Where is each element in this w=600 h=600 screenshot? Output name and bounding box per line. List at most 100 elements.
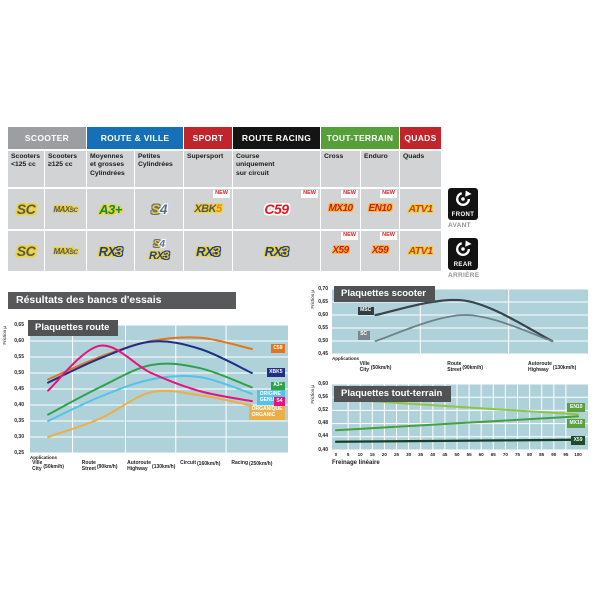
new-badge: NEW [341, 190, 358, 198]
rear-sublabel: ARRIÈRE [448, 272, 480, 279]
y-tick-label: 0,55 [318, 324, 328, 331]
x-tick-label: 25 [393, 452, 400, 457]
y-tick-label: 0,56 [318, 393, 328, 400]
chart-title: Plaquettes scooter [334, 286, 435, 302]
y-tick-label: 0,40 [14, 401, 24, 408]
compound-rear-rx3: RX 3 [184, 231, 232, 271]
en10-logo: EN10 [368, 203, 392, 214]
compound-rear-rx3: RX 3 [233, 231, 320, 271]
subheader-scooters-small: Scooters <125 cc [8, 151, 44, 187]
rear-badge: REAR ARRIÈRE [448, 238, 482, 279]
y-tick-label: 0,70 [318, 285, 328, 292]
y-tick-label: 0,52 [318, 406, 328, 413]
category-header-scooter: SCOOTER [8, 127, 86, 149]
x-tick-label: Ville City (50km/h) [32, 460, 64, 472]
x-tick-label: 100 [574, 452, 582, 457]
subheader-enduro: Enduro [361, 151, 399, 187]
y-tick-label: 0,55 [14, 353, 24, 360]
compound-front-maxi-sc: MAXI SC [45, 189, 86, 229]
x-tick-label: Ville City (50km/h) [359, 361, 392, 373]
y-tick-label: 0,40 [318, 446, 328, 453]
x-axis-label: Applications [332, 356, 360, 361]
new-badge: NEW [341, 232, 358, 240]
y-tick-label: 0,45 [14, 385, 24, 392]
x-tick-label: 5 [346, 452, 350, 457]
rx3-logo: RX [98, 243, 117, 259]
x-axis-label: Applications [30, 455, 58, 460]
compound-front-c59: NEW C59 [233, 189, 320, 229]
compound-rear-atv1: ATV1 [400, 231, 441, 271]
x-tick-label: 40 [430, 452, 436, 457]
xbk5-logo: XBK [194, 202, 217, 215]
x-tick-label: Autoroute Highway (130km/h) [528, 361, 577, 373]
new-badge: NEW [380, 232, 397, 240]
front-sublabel: AVANT [448, 222, 471, 229]
scooter-pads-chart: Friction µ 0,70 0,65 0,60 0,55 0,50 0,45 Plaq… [310, 283, 600, 378]
x-tick-label: Racing (250km/h) [231, 460, 273, 467]
y-tick-label: 0,25 [14, 449, 24, 456]
x-tick-label: 90 [551, 452, 557, 457]
x-tick-label: 95 [563, 452, 569, 457]
compound-rear-maxi-sc: MAXI SC [45, 231, 86, 271]
y-tick-label: 0,45 [318, 350, 328, 357]
x-tick-label: 65 [490, 452, 496, 457]
x-tick-label: 70 [502, 452, 508, 457]
category-header-route-ville: ROUTE & VILLE [87, 127, 183, 149]
compound-table: SCOOTER ROUTE & VILLE SPORT ROUTE RACING… [8, 127, 441, 271]
a3plus-logo: A3+ [99, 201, 122, 217]
category-header-sport: SPORT [184, 127, 232, 149]
rx3-logo: RX [264, 243, 283, 259]
mx10-logo: MX10 [328, 203, 353, 214]
subheader-moyennes: Moyennes et grosses Cylindrées [87, 151, 134, 187]
x-tick-label: 10 [357, 452, 363, 457]
compound-rear-x59-enduro: NEW X59 [361, 231, 399, 271]
rx3-logo: RX [196, 243, 214, 259]
subheader-quads: Quads [400, 151, 441, 187]
compound-front-sc: SC [8, 189, 44, 229]
category-header-tout-terrain: TOUT-TERRAIN [321, 127, 399, 149]
y-tick-label: 0,30 [14, 433, 24, 440]
x-tick-label: 60 [478, 452, 484, 457]
x-tick-label: 55 [466, 452, 472, 457]
rear-disc-icon [455, 240, 472, 257]
compound-front-mx10: NEW MX10 [321, 189, 360, 229]
rx3-logo: RX [149, 250, 164, 262]
subheader-scooters-big: Scooters ≥125 cc [45, 151, 86, 187]
y-tick-label: 0,65 [318, 298, 328, 305]
y-tick-label: 0,35 [14, 417, 24, 424]
c59-logo: C59 [264, 201, 289, 217]
x-tick-label: 80 [527, 452, 533, 457]
compound-rear-sc: SC [8, 231, 44, 271]
x-tick-label: 50 [454, 452, 460, 457]
y-tick-label: 0,65 [14, 321, 24, 328]
x-tick-label: 75 [514, 452, 521, 457]
atv1-logo: ATV1 [408, 244, 433, 257]
y-tick-label: 0,44 [318, 433, 328, 440]
y-tick-label: 0,60 [318, 311, 328, 318]
s4-logo: S [150, 201, 160, 217]
route-pads-chart: Friction µ 0,65 0,60 0,55 0,50 0,45 0,40 0,35 0… [0, 318, 300, 476]
s4-logo: S [153, 239, 160, 250]
x-tick-label: 45 [442, 452, 448, 457]
x-tick-label: 85 [539, 452, 545, 457]
rear-label: REAR [453, 262, 473, 268]
subheader-course-circuit: Course uniquement sur circuit [233, 151, 320, 187]
results-header: Résultats des bancs d'essais [8, 292, 236, 309]
atv1-logo: ATV1 [408, 202, 433, 215]
offroad-pads-chart: Friction µ 0,60 0,56 0,52 0,48 0,44 0,40 Plaq… [310, 379, 600, 474]
compound-rear-x59-cross: NEW X59 [321, 231, 360, 271]
x-tick-label: Autoroute Highway (130km/h) [127, 460, 176, 472]
new-badge: NEW [380, 190, 397, 198]
category-header-quads: QUADS [400, 127, 441, 149]
y-tick-label: 0,48 [318, 420, 328, 427]
y-tick-label: 0,60 [14, 337, 24, 344]
compound-front-xbk5: NEW XBK 5 [184, 189, 232, 229]
x-tick-label: Circuit (160km/h) [180, 460, 221, 467]
chart-title: Plaquettes route [28, 320, 119, 336]
front-label: FRONT [451, 212, 475, 218]
sc-logo: SC [16, 201, 36, 217]
x-tick-label: 0 [334, 452, 338, 457]
compound-rear-rx3: RX 3 [87, 231, 134, 271]
